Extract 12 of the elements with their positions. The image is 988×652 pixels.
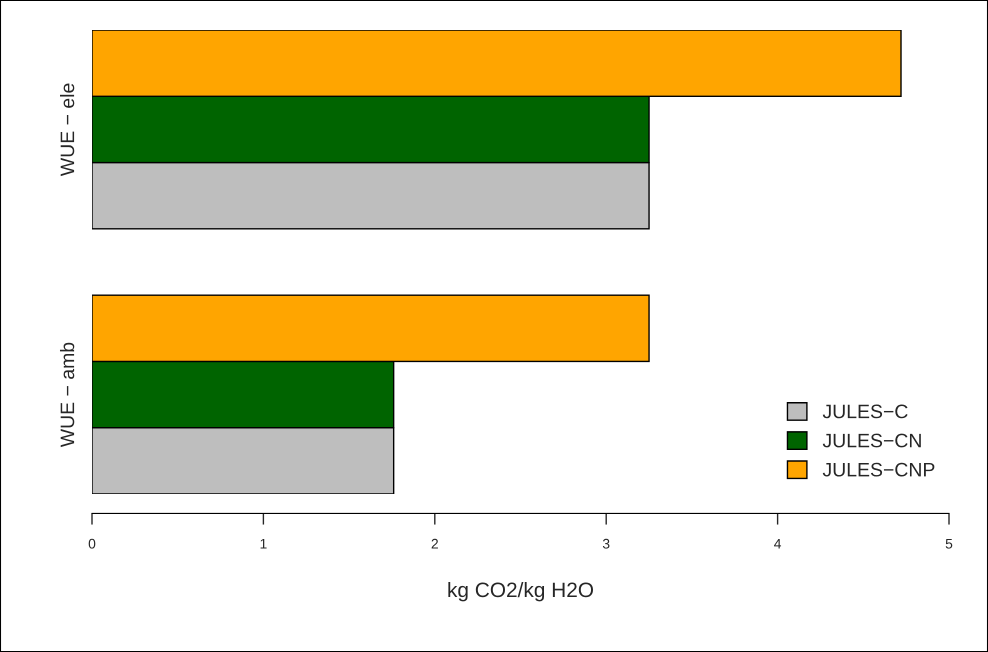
legend-label: JULES−CNP bbox=[822, 462, 934, 477]
legend-label: JULES−CN bbox=[822, 434, 921, 448]
x-axis-title: kg CO2/kg H2O bbox=[448, 582, 594, 602]
x-tick-label: 5 bbox=[946, 538, 952, 549]
x-tick-label: 3 bbox=[602, 538, 610, 549]
x-tick-label: 0 bbox=[88, 538, 96, 549]
legend-label: JULES−C bbox=[822, 404, 908, 418]
x-tick-label: 4 bbox=[774, 538, 782, 549]
y-tick-label: WUE − ele bbox=[60, 84, 74, 176]
y-tick-label: WUE − amb bbox=[60, 342, 74, 448]
x-tick-label: 2 bbox=[432, 538, 438, 549]
x-tick-label: 1 bbox=[260, 538, 267, 549]
